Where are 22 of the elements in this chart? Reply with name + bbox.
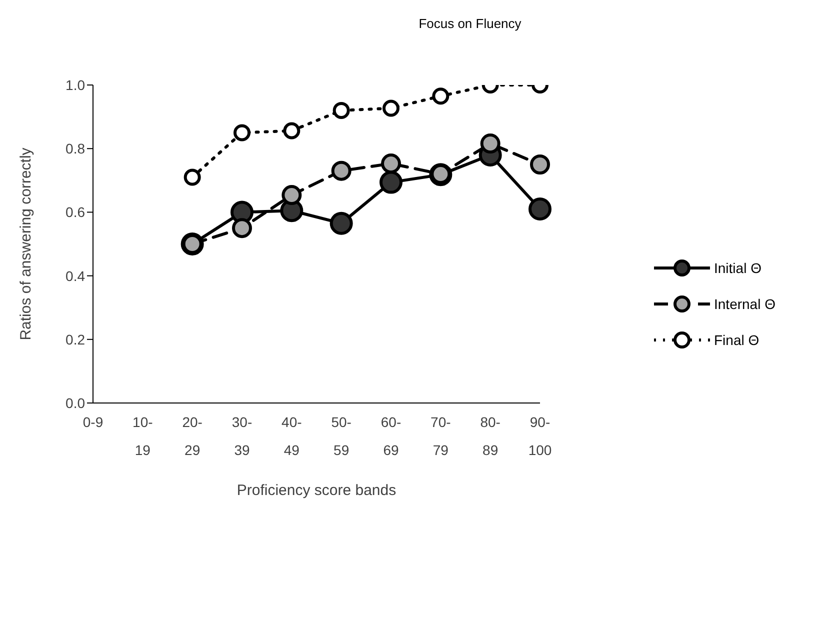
- y-tick-label: 0.6: [66, 204, 86, 220]
- legend-label: Initial Θ: [714, 260, 762, 276]
- y-tick-label: 0.0: [66, 394, 86, 411]
- y-tick-label: 0.8: [66, 140, 86, 157]
- y-tick-label: 0.2: [66, 331, 86, 348]
- x-tick-label: 10-19: [132, 414, 154, 458]
- x-tick-label: 20-29: [182, 414, 203, 458]
- x-tick-label: 80-89: [480, 414, 501, 458]
- x-tick-label: 70-79: [430, 414, 452, 458]
- x-tick-label: 40-49: [282, 414, 302, 458]
- chart-title: Focus on Fluency: [418, 16, 522, 31]
- x-tick-label: 90-100: [528, 414, 552, 458]
- legend-label: Internal Θ: [714, 296, 776, 312]
- x-tick-label: 0-9: [82, 414, 104, 430]
- y-axis-title: Ratios of answering correctly: [17, 147, 34, 340]
- x-tick-label: 30-39: [232, 414, 252, 458]
- x-tick-label: 50-59: [331, 414, 352, 458]
- y-tick-label: 0.4: [66, 268, 86, 284]
- legend-label: Final Θ: [714, 332, 760, 348]
- y-tick-label: 1.0: [66, 76, 86, 93]
- x-axis-title: Proficiency score bands: [236, 482, 396, 499]
- x-tick-label: 60-69: [380, 414, 402, 458]
